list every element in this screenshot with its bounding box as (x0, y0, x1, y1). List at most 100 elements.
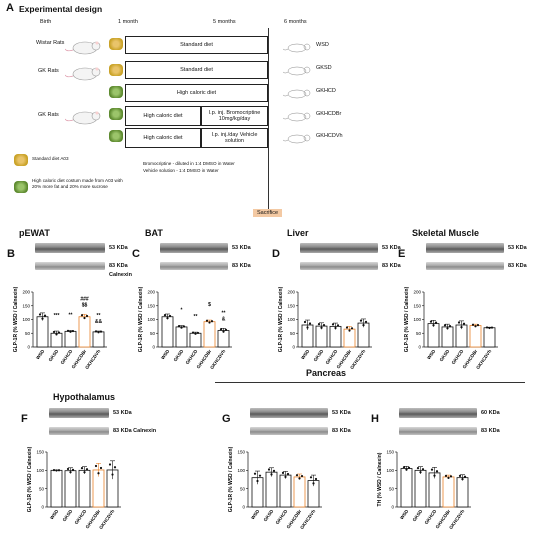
data-point (474, 325, 477, 328)
data-point (168, 314, 172, 318)
title-pancreas: Pancreas (306, 368, 347, 378)
rat-outline-icon (282, 109, 313, 127)
data-point (462, 322, 466, 325)
kda-label-top: 53 KDa (113, 410, 132, 416)
data-point (485, 326, 489, 329)
data-point (309, 476, 313, 479)
data-point (66, 467, 70, 471)
data-point (298, 477, 301, 480)
data-point (449, 475, 453, 478)
kda-label-bottom: 83 KDa (232, 263, 251, 269)
data-point (331, 323, 335, 326)
bar (64, 330, 77, 348)
data-point (446, 327, 449, 330)
chart-D: GLP-1R (% WSD / Calnexin) 0 50 100 150 200 WSD… (278, 287, 372, 370)
significance-label: $ (208, 302, 211, 308)
rat-outline-icon (282, 63, 313, 81)
rat-icon (64, 64, 105, 87)
data-point (432, 324, 435, 327)
data-point (457, 321, 461, 324)
y-tick-label: 200 (413, 290, 421, 295)
rat-label-gk: GK Rats (38, 68, 59, 74)
western-blot-glp1r (300, 243, 378, 253)
data-point (219, 328, 223, 331)
data-point (85, 314, 89, 318)
bar (78, 469, 91, 508)
x-tick-label: GKHCD (424, 508, 438, 525)
significance-label: ** (194, 314, 198, 320)
bar (217, 330, 230, 348)
data-point (94, 464, 98, 468)
data-point (55, 469, 58, 472)
y-tick-label: 100 (287, 317, 295, 322)
timeline-6-months: 6 months (284, 19, 307, 25)
kda-label-top: 53 KDa (232, 245, 251, 251)
bar (456, 477, 469, 508)
rat-outline-icon (282, 40, 313, 58)
data-point (180, 326, 183, 329)
legend-hc-diet: High caloric diet costum made from A03 w… (32, 178, 123, 189)
y-tick-label: 150 (147, 303, 155, 308)
data-point (490, 326, 494, 329)
significance-label: & (222, 316, 226, 322)
title-pewat: pEWAT (19, 228, 50, 238)
data-point (419, 471, 422, 474)
data-point (364, 320, 368, 323)
x-tick-label: WSD (300, 348, 311, 360)
bar (189, 332, 202, 348)
x-tick-label: WSD (399, 508, 410, 520)
data-point (281, 471, 285, 474)
vehicle-box: I.p. inj./day Vehicle solution (201, 128, 268, 148)
diet-box-gkhcdvh: High caloric diet (125, 128, 201, 148)
kda-label-bottom: 83 KDa Calnexin (113, 428, 157, 434)
y-tick-label: 50 (389, 486, 395, 491)
hc-food-icon (14, 181, 28, 193)
western-blot-calnexin (49, 427, 109, 435)
data-point (272, 469, 276, 472)
diet-box-gkhcdbr: High caloric diet (125, 106, 201, 126)
bar (64, 470, 77, 508)
group-label-wsd: WSD (316, 42, 329, 48)
y-tick-label: 100 (386, 468, 394, 473)
y-axis-label: TH (% WSD / Calnexin) (377, 452, 383, 506)
kda-label-bottom: 83 KDa (332, 428, 351, 434)
data-point (69, 471, 72, 474)
panel-letter: H (371, 413, 379, 425)
data-point (222, 330, 225, 333)
chart-F: GLP-1R (% WSD / Calnexin) 0 50 100 150 WSD GKS… (27, 447, 121, 530)
y-tick-label: 150 (386, 450, 394, 455)
data-point (270, 473, 273, 476)
x-tick-label: GKHCD (185, 348, 199, 365)
western-blot-calnexin (160, 262, 228, 270)
panel-letter: F (21, 413, 28, 425)
y-axis-label: GLP-1R (% WSD / Calnexin) (228, 447, 234, 512)
title-hypothalamus: Hypothalamus (53, 392, 116, 402)
data-point (421, 468, 425, 471)
western-blot-glp1r (160, 243, 228, 253)
x-tick-label: GKHCD (451, 348, 465, 365)
y-tick-label: 50 (290, 331, 296, 336)
y-tick-label: 0 (242, 505, 245, 510)
standard-food-icon (109, 38, 123, 50)
data-point (345, 326, 349, 329)
data-point (402, 466, 406, 469)
chart-G: GLP-1R (% WSD / Calnexin) 0 50 100 150 WSD GKS… (228, 447, 322, 530)
data-point (320, 326, 323, 329)
x-tick-label: GKSD (48, 348, 60, 362)
x-tick-label: GKSD (173, 348, 185, 362)
kda-label-bottom: 83 KDa (382, 263, 401, 269)
group-label-gkhcdbr: GKHCDBr (316, 111, 342, 117)
rat-outline-icon (282, 86, 313, 104)
y-tick-label: 50 (416, 331, 422, 336)
hc-food-icon (109, 130, 123, 142)
y-tick-label: 150 (22, 303, 30, 308)
y-axis-label: GLP-1R (% WSD / Calnexin) (404, 287, 410, 352)
x-tick-label: WSD (250, 508, 261, 520)
x-tick-label: WSD (49, 508, 60, 520)
data-point (460, 325, 463, 329)
data-point (295, 474, 299, 477)
western-blot-calnexin (426, 262, 504, 270)
chart-H: TH (% WSD / Calnexin) 0 50 100 150 WSD GKSD GKH… (377, 450, 471, 530)
data-point (286, 472, 290, 476)
timeline-birth: Birth (40, 19, 52, 25)
